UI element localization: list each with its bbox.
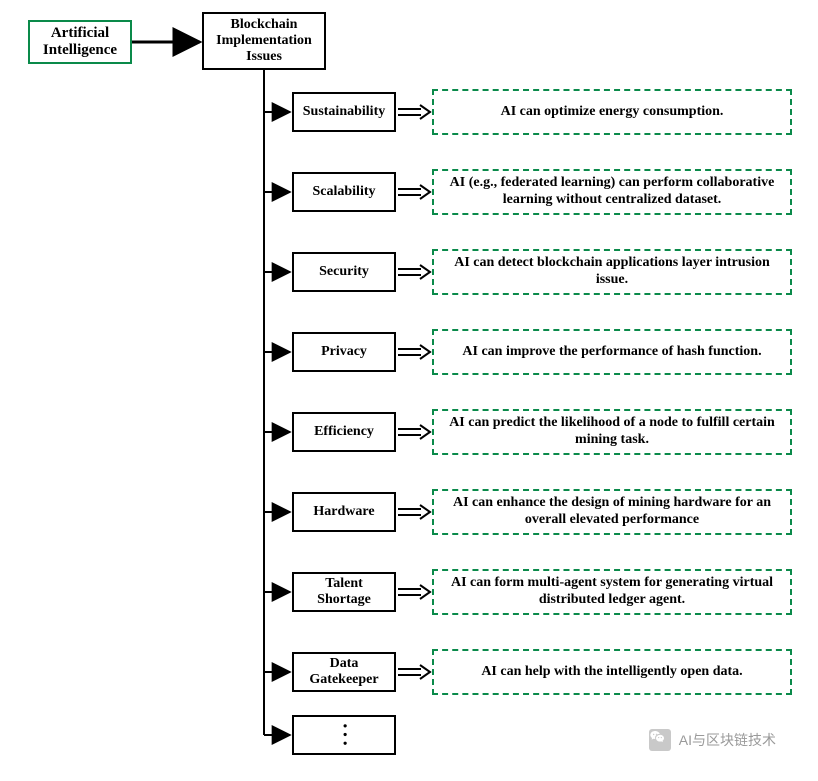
issue-label: Privacy	[321, 344, 367, 360]
issue-description-text: AI can predict the likelihood of a node …	[442, 415, 782, 449]
issue-description: AI can predict the likelihood of a node …	[432, 409, 792, 455]
issue-description-text: AI can help with the intelligently open …	[481, 664, 742, 681]
issue-description-text: AI (e.g., federated learning) can perfor…	[442, 175, 782, 209]
issue-label: Security	[319, 264, 369, 280]
issue-node: Security	[292, 252, 396, 292]
issue-node: Privacy	[292, 332, 396, 372]
issue-label: Efficiency	[314, 424, 374, 440]
issue-description: AI can enhance the design of mining hard…	[432, 489, 792, 535]
issue-label: Scalability	[312, 184, 375, 200]
issue-description: AI can detect blockchain applications la…	[432, 249, 792, 295]
issue-node: Efficiency	[292, 412, 396, 452]
issue-node: DataGatekeeper	[292, 652, 396, 692]
diagram-canvas: ArtificialIntelligence BlockchainImpleme…	[12, 12, 806, 769]
issue-label: TalentShortage	[317, 576, 371, 608]
issue-description-text: AI can form multi-agent system for gener…	[442, 575, 782, 609]
issue-description-text: AI can enhance the design of mining hard…	[442, 495, 782, 529]
issue-description-text: AI can detect blockchain applications la…	[442, 255, 782, 289]
issue-node: Scalability	[292, 172, 396, 212]
wechat-icon	[649, 729, 671, 751]
issue-label: Sustainability	[303, 104, 385, 120]
ellipsis-dots: ···	[332, 722, 355, 748]
issue-description: AI can improve the performance of hash f…	[432, 329, 792, 375]
ellipsis-node: ···	[292, 715, 396, 755]
issue-label: Hardware	[313, 504, 374, 520]
watermark: AI与区块链技术	[649, 729, 776, 751]
issue-description: AI can help with the intelligently open …	[432, 649, 792, 695]
issue-description: AI (e.g., federated learning) can perfor…	[432, 169, 792, 215]
issue-description: AI can optimize energy consumption.	[432, 89, 792, 135]
issue-label: DataGatekeeper	[309, 656, 378, 688]
issue-node: Hardware	[292, 492, 396, 532]
issue-node: TalentShortage	[292, 572, 396, 612]
issue-description-text: AI can optimize energy consumption.	[501, 104, 724, 121]
issue-description-text: AI can improve the performance of hash f…	[462, 344, 761, 361]
issue-description: AI can form multi-agent system for gener…	[432, 569, 792, 615]
issue-node: Sustainability	[292, 92, 396, 132]
watermark-text: AI与区块链技术	[679, 730, 776, 750]
